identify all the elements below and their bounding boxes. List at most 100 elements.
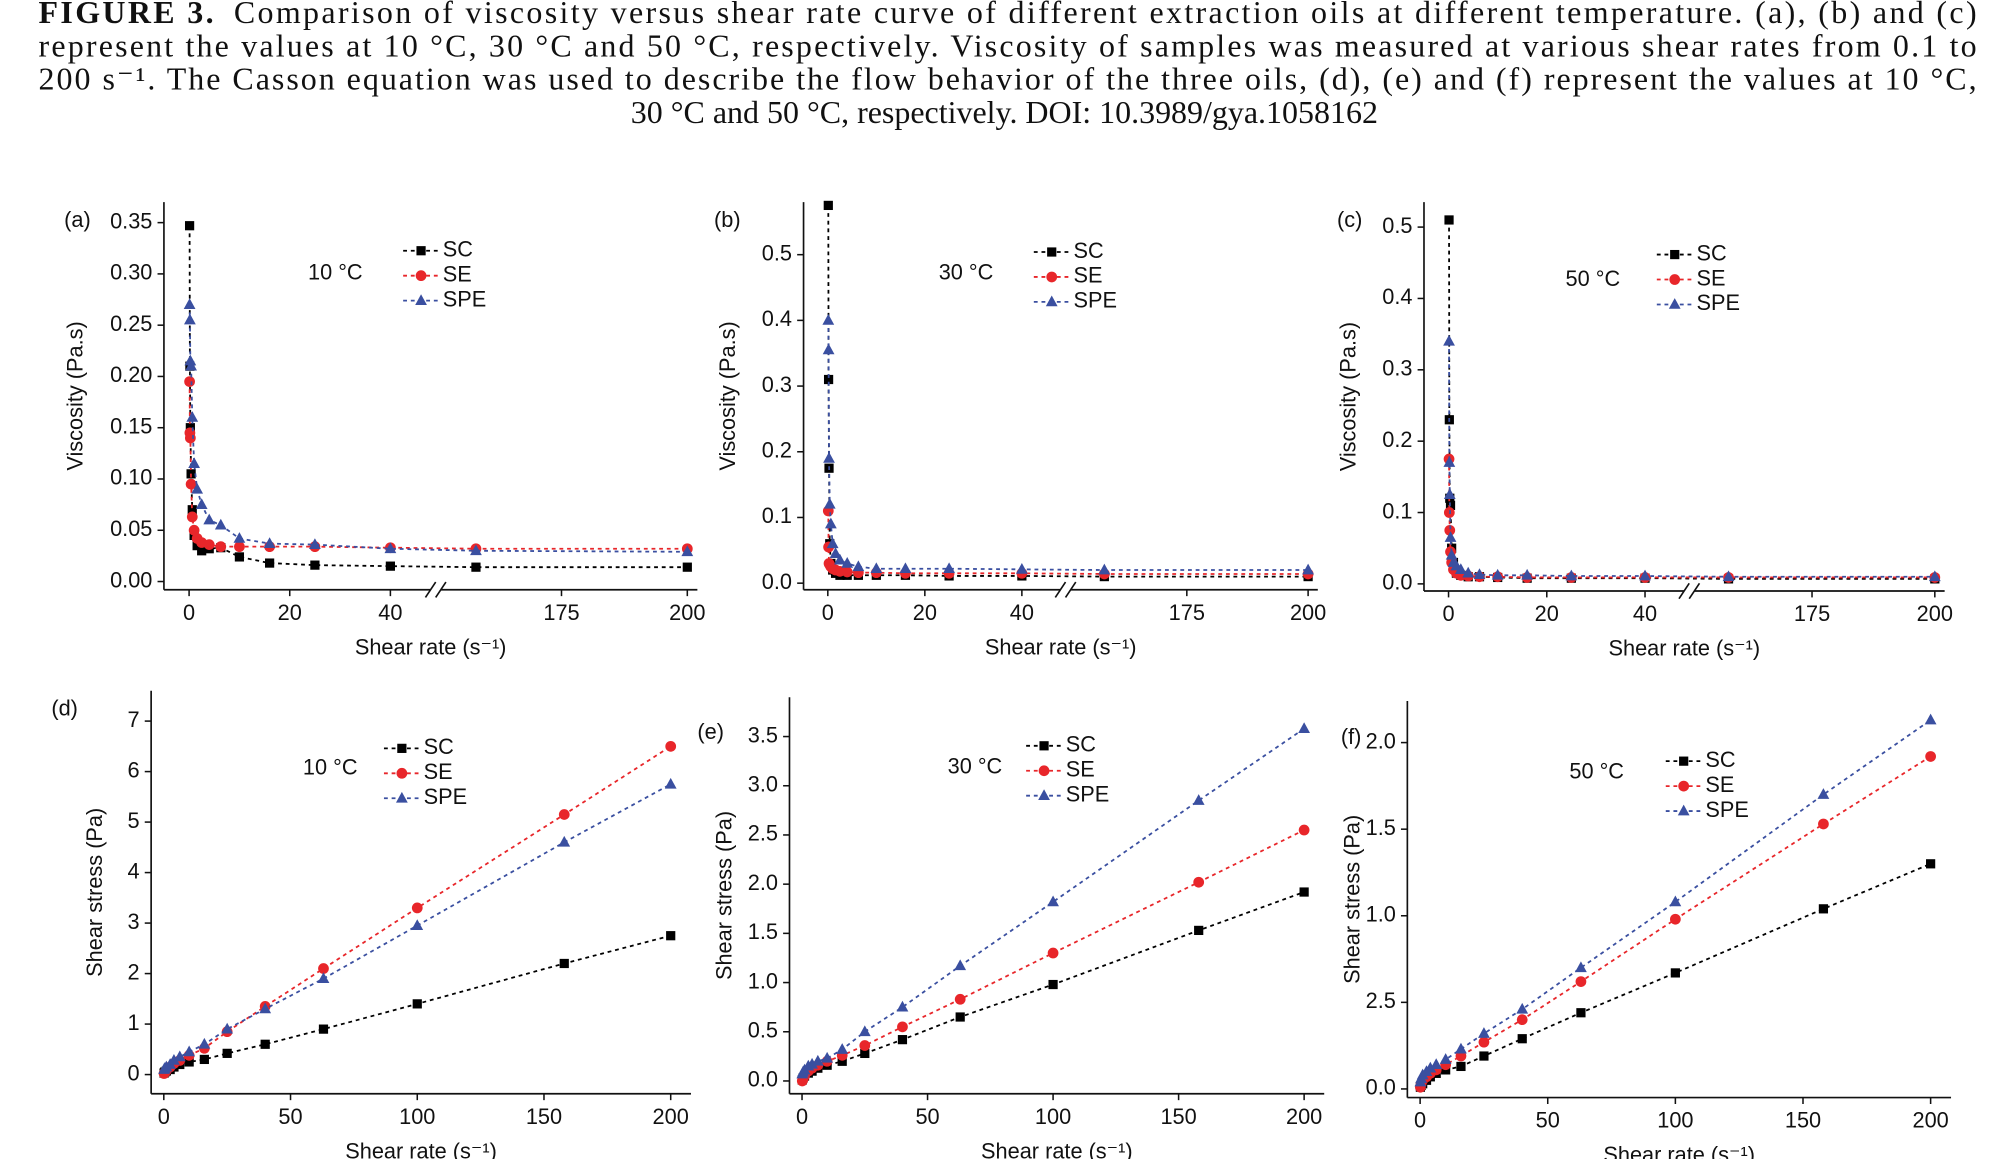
marker <box>1454 563 1467 574</box>
legend-label: SE <box>1066 756 1095 781</box>
marker <box>1576 1008 1586 1018</box>
marker <box>955 1012 965 1022</box>
y-tick-label: 1 <box>128 1010 140 1035</box>
marker <box>1445 548 1458 560</box>
marker <box>184 1057 194 1067</box>
y-axis-title: Shear stress (Pa) <box>711 811 736 980</box>
marker <box>203 539 215 550</box>
marker <box>822 343 835 355</box>
series-line <box>163 783 672 1071</box>
marker <box>954 959 967 971</box>
x-tick-label: 50 <box>1536 1108 1560 1133</box>
y-tick-label: 0.35 <box>110 208 152 233</box>
legend-label: SPE <box>1066 781 1110 806</box>
marker <box>1491 568 1504 580</box>
panel-label: (c) <box>1337 207 1362 232</box>
marker <box>199 1054 209 1065</box>
y-tick-label: 3 <box>128 909 140 934</box>
marker <box>1575 961 1587 973</box>
marker <box>852 560 865 572</box>
marker <box>1302 563 1314 575</box>
marker <box>385 561 395 571</box>
legend-marker <box>1046 271 1058 283</box>
annotation: 30 °C <box>948 753 1003 778</box>
marker <box>318 1024 329 1034</box>
series-line <box>1448 458 1935 579</box>
marker <box>841 566 853 578</box>
marker <box>1098 563 1111 575</box>
legend-marker <box>1038 789 1050 801</box>
marker <box>559 958 569 969</box>
marker <box>870 562 883 574</box>
series-line <box>801 891 1305 1081</box>
legend-marker <box>1668 298 1681 309</box>
x-tick-label: 0 <box>158 1104 170 1129</box>
y-tick-label: 0.2 <box>762 438 792 463</box>
legend-label: SPE <box>424 784 467 809</box>
marker <box>221 1022 234 1034</box>
legend-label: SC <box>1696 240 1726 265</box>
marker <box>184 432 196 444</box>
caption-line: represent the values at 10 °C, 30 °C and… <box>39 28 1977 63</box>
marker <box>471 562 481 572</box>
x-tick-label: 0 <box>822 600 834 625</box>
legend-marker <box>1679 756 1689 766</box>
marker <box>1193 876 1205 888</box>
marker <box>821 1051 834 1063</box>
marker <box>318 963 329 974</box>
series-line <box>827 205 1309 578</box>
marker <box>823 200 833 211</box>
marker <box>1424 1061 1437 1073</box>
series-line <box>801 727 1305 1075</box>
y-tick-label: 0.0 <box>1366 1075 1396 1100</box>
series-line <box>827 510 1309 575</box>
marker <box>197 546 207 556</box>
marker <box>1298 722 1311 734</box>
y-tick-label: 2.5 <box>748 821 778 846</box>
legend-label: SC <box>1066 732 1096 757</box>
marker <box>899 562 912 574</box>
legend-marker <box>416 246 426 256</box>
marker <box>263 537 276 548</box>
marker <box>203 513 216 525</box>
marker <box>1722 570 1735 582</box>
marker <box>1015 562 1028 574</box>
panel-label: (e) <box>697 719 724 744</box>
marker <box>1575 976 1587 987</box>
marker <box>1817 788 1830 799</box>
x-axis-title: Shear rate (s⁻¹) <box>345 1138 497 1159</box>
legend-marker <box>1039 741 1049 751</box>
marker <box>681 545 694 557</box>
marker <box>173 1050 186 1062</box>
marker <box>1478 1036 1490 1048</box>
y-tick-label: 0.05 <box>110 516 152 541</box>
legend-marker <box>1670 249 1680 260</box>
marker <box>233 532 246 543</box>
marker <box>1047 947 1059 959</box>
marker <box>191 482 204 494</box>
marker <box>184 313 196 325</box>
y-tick-label: 2.0 <box>1366 728 1396 753</box>
marker <box>234 552 245 562</box>
y-tick-label: 2 <box>128 959 140 984</box>
legend-marker <box>1669 274 1681 285</box>
marker <box>1194 925 1204 936</box>
marker <box>198 1037 211 1049</box>
y-tick-label: 3.5 <box>748 722 778 747</box>
series-line <box>801 829 1305 1082</box>
marker <box>187 505 197 515</box>
y-tick-label: 0.0 <box>748 1067 778 1092</box>
annotation: 50 °C <box>1569 758 1624 783</box>
y-tick-label: 0.30 <box>110 260 152 285</box>
legend-marker <box>1038 765 1050 777</box>
marker <box>897 1021 908 1033</box>
legend-label: SC <box>443 236 473 261</box>
legend-marker <box>395 791 408 803</box>
marker <box>1639 569 1651 581</box>
x-tick-label: 175 <box>1169 600 1205 625</box>
marker <box>222 1048 232 1058</box>
marker <box>309 538 321 549</box>
axis-break <box>1678 582 1690 600</box>
series-line <box>188 304 688 553</box>
x-tick-label: 100 <box>1035 1104 1071 1129</box>
